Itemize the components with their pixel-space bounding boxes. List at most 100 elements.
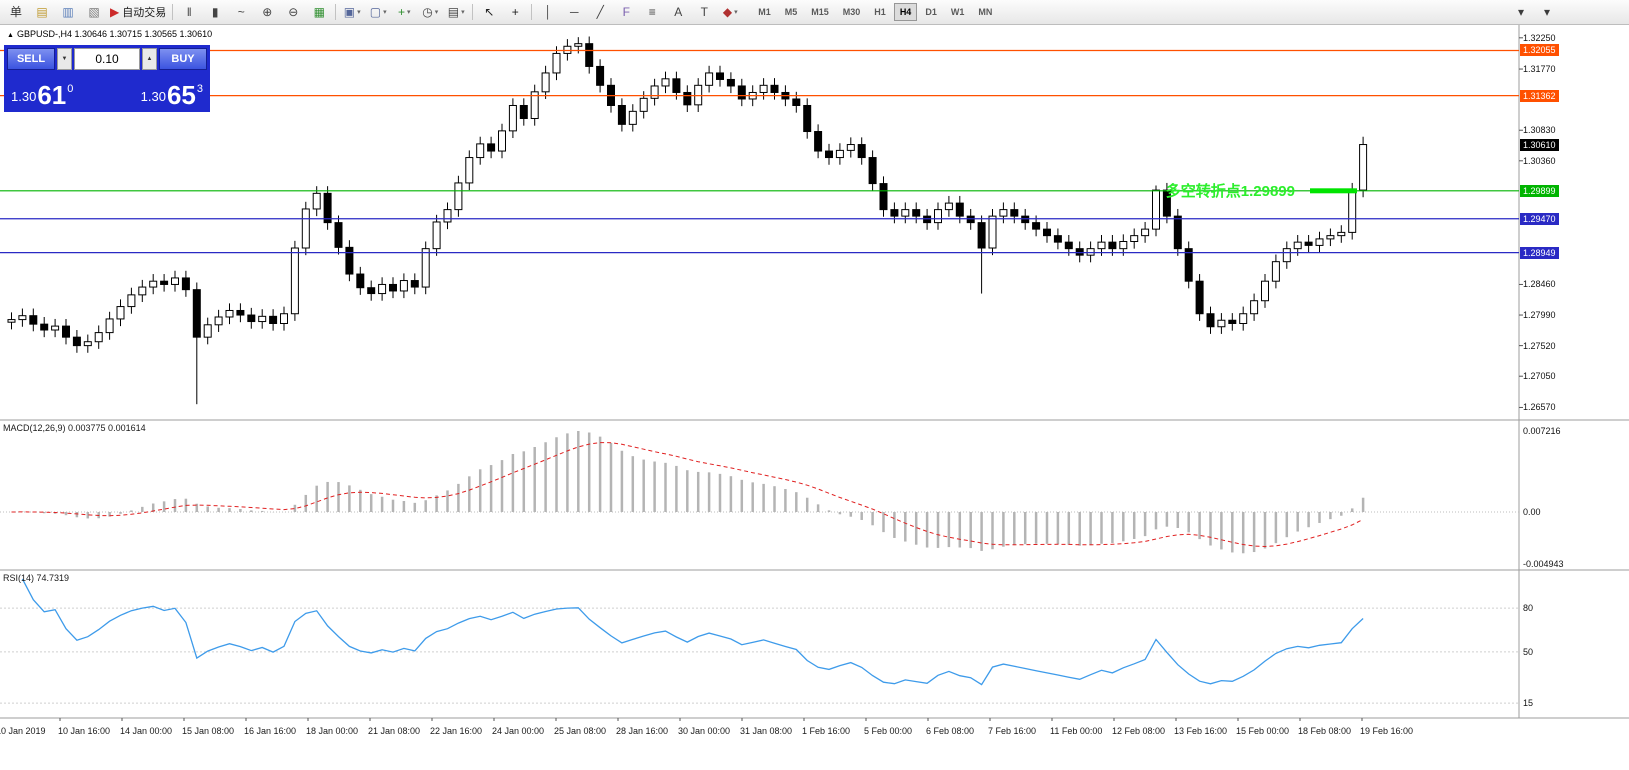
- tile-windows-icon[interactable]: ▦: [313, 5, 325, 19]
- order-controls-row: SELL ▼ 0.10 ▲ BUY: [7, 48, 207, 70]
- toolbar-separator: [335, 4, 337, 20]
- arrows-icon[interactable]: ◆ ▾: [722, 5, 738, 19]
- time-axis-label: 12 Feb 08:00: [1112, 726, 1166, 736]
- axis-label: 1.27520: [1523, 340, 1556, 351]
- cursor-icon[interactable]: ↖: [484, 5, 495, 19]
- zoom-in-icon[interactable]: ⊕: [262, 5, 273, 19]
- timeframe-m1[interactable]: M1: [758, 7, 771, 17]
- time-axis-label: 28 Jan 16:00: [616, 726, 669, 736]
- time-axis-label: 5 Feb 00:00: [864, 726, 913, 736]
- time-axis-label: 15 Jan 08:00: [182, 726, 235, 736]
- toolbar-icon-group: 单 ▤ ▥ ▧ ▶ 自动交易 ‖ ▮ ~ ⊕ ⊖ ▦ ▣ ▾ ▢ ▾ + ▾ ◷ ▾ ▤ ▾ ↖ + │ ─ ╱ F ≡ A T ◆ ▾: [3, 1, 743, 23]
- time-axis-label: 22 Jan 16:00: [430, 726, 483, 736]
- toolbar-dock-button-2[interactable]: ▾: [1543, 5, 1551, 19]
- bars-chart-type-icon[interactable]: ‖: [186, 5, 192, 19]
- time-axis-label: 30 Jan 00:00: [678, 726, 731, 736]
- symbol-marker-icon: ▲: [7, 32, 14, 39]
- ohlc-text: GBPUSD-,H4 1.30646 1.30715 1.30565 1.306…: [16, 29, 213, 39]
- time-axis-label: 1 Feb 16:00: [802, 726, 851, 736]
- toolbar-dock-button-1[interactable]: ▾: [1517, 5, 1525, 19]
- volume-input[interactable]: 0.10: [74, 48, 140, 70]
- new-chart-icon[interactable]: + ▾: [397, 5, 411, 19]
- toolbar-right-group: ▾ ▾: [1508, 1, 1560, 23]
- axis-label: 1.28460: [1523, 279, 1556, 290]
- auto-trading-button[interactable]: ▶ 自动交易: [110, 5, 167, 19]
- periods-icon[interactable]: ◷ ▾: [422, 5, 439, 19]
- axis-label: 1.32250: [1523, 32, 1556, 43]
- time-axis-label: 14 Jan 00:00: [120, 726, 173, 736]
- time-axis-label: 19 Feb 16:00: [1360, 726, 1414, 736]
- axis-label: -0.004943: [1523, 559, 1564, 569]
- axis-label: 15: [1523, 698, 1534, 709]
- buy-button[interactable]: BUY: [159, 48, 207, 70]
- axis-label: 0.00: [1523, 507, 1541, 517]
- timeframe-w1[interactable]: W1: [950, 7, 965, 17]
- new-order-button[interactable]: 单: [9, 5, 22, 19]
- order-prices-row: 1.30 61 0 1.30 65 3: [7, 70, 207, 109]
- time-axis-label: 16 Jan 16:00: [244, 726, 297, 736]
- price-level-badge: 1.32055: [1520, 44, 1559, 57]
- axis-label: 1.30360: [1523, 155, 1556, 166]
- market-watch-icon[interactable]: ▤: [36, 5, 48, 19]
- toolbar-separator: [472, 4, 474, 20]
- candles-chart-type-icon[interactable]: ▮: [211, 5, 219, 19]
- trendline-icon[interactable]: ╱: [596, 5, 604, 19]
- macd-label: MACD(12,26,9) 0.003775 0.001614: [3, 423, 146, 433]
- toolbar: 单 ▤ ▥ ▧ ▶ 自动交易 ‖ ▮ ~ ⊕ ⊖ ▦ ▣ ▾ ▢ ▾ + ▾ ◷ ▾ ▤ ▾ ↖ + │ ─ ╱ F ≡ A T ◆ ▾ M1 M…: [0, 0, 1629, 25]
- timeframe-bar: M1 M5 M15 M30 H1 H4 D1 W1 MN: [751, 3, 999, 21]
- shapes-icon[interactable]: ≡: [648, 5, 656, 19]
- price-level-badge: 1.31362: [1520, 89, 1559, 102]
- axis-label: 50: [1523, 646, 1534, 657]
- text-icon[interactable]: A: [674, 5, 683, 19]
- time-axis-label: 11 Feb 00:00: [1050, 726, 1103, 736]
- timeframe-h1[interactable]: H1: [874, 7, 886, 17]
- time-axis-label: 15 Feb 00:00: [1236, 726, 1290, 736]
- one-click-trading-panel: SELL ▼ 0.10 ▲ BUY 1.30 61 0 1.30 65 3: [4, 45, 210, 112]
- axis-label: 1.31770: [1523, 64, 1556, 75]
- time-axis-label: 18 Jan 00:00: [306, 726, 359, 736]
- sell-button[interactable]: SELL: [7, 48, 55, 70]
- time-axis-label: 18 Feb 08:00: [1298, 726, 1352, 736]
- time-axis-label: 13 Feb 16:00: [1174, 726, 1228, 736]
- timeframe-d1[interactable]: D1: [925, 7, 937, 17]
- data-window-icon[interactable]: ▥: [62, 5, 74, 19]
- axis-label: 1.27990: [1523, 310, 1556, 321]
- text-label-icon[interactable]: T: [700, 5, 708, 19]
- price-level-badge: 1.29470: [1520, 212, 1559, 225]
- chart-window-icon[interactable]: ▣ ▾: [343, 5, 361, 19]
- time-axis-label: 21 Jan 08:00: [368, 726, 421, 736]
- price-level-badge: 1.29899: [1520, 184, 1559, 197]
- fibonacci-icon[interactable]: F: [622, 5, 630, 19]
- time-axis-label: 10 Jan 2019: [0, 726, 46, 736]
- volume-decrease-button[interactable]: ▼: [57, 48, 72, 70]
- sell-price-display: 1.30 61 0: [11, 80, 74, 110]
- crosshair-icon[interactable]: +: [511, 5, 519, 19]
- profiles-icon[interactable]: ▢ ▾: [369, 5, 387, 19]
- vertical-line-icon[interactable]: │: [544, 5, 552, 19]
- time-axis-label: 24 Jan 00:00: [492, 726, 545, 736]
- axis-label: 1.27050: [1523, 371, 1556, 382]
- time-axis-label: 7 Feb 16:00: [988, 726, 1037, 736]
- timeframe-h4[interactable]: H4: [893, 3, 918, 21]
- timeframe-m30[interactable]: M30: [842, 7, 861, 17]
- timeframe-m5[interactable]: M5: [784, 7, 798, 17]
- time-axis-label: 25 Jan 08:00: [554, 726, 607, 736]
- volume-increase-button[interactable]: ▲: [142, 48, 157, 70]
- time-axis-label: 31 Jan 08:00: [740, 726, 793, 736]
- price-level-badge: 1.28949: [1520, 246, 1559, 259]
- chart-ohlc-info: ▲ GBPUSD-,H4 1.30646 1.30715 1.30565 1.30…: [7, 29, 212, 39]
- axis-label: 0.007216: [1523, 426, 1561, 436]
- pivot-annotation: 多空转折点1.29899: [1165, 182, 1295, 200]
- line-chart-type-icon[interactable]: ~: [237, 5, 245, 19]
- templates-icon[interactable]: ▤ ▾: [447, 5, 465, 19]
- rsi-label: RSI(14) 74.7319: [3, 573, 70, 583]
- navigator-icon[interactable]: ▧: [88, 5, 100, 19]
- timeframe-m15[interactable]: M15: [811, 7, 829, 17]
- horizontal-line-icon[interactable]: ─: [569, 5, 579, 19]
- zoom-out-icon[interactable]: ⊖: [288, 5, 299, 19]
- buy-price-display: 1.30 65 3: [140, 80, 203, 110]
- timeframe-mn[interactable]: MN: [978, 7, 993, 17]
- toolbar-separator: [172, 4, 174, 20]
